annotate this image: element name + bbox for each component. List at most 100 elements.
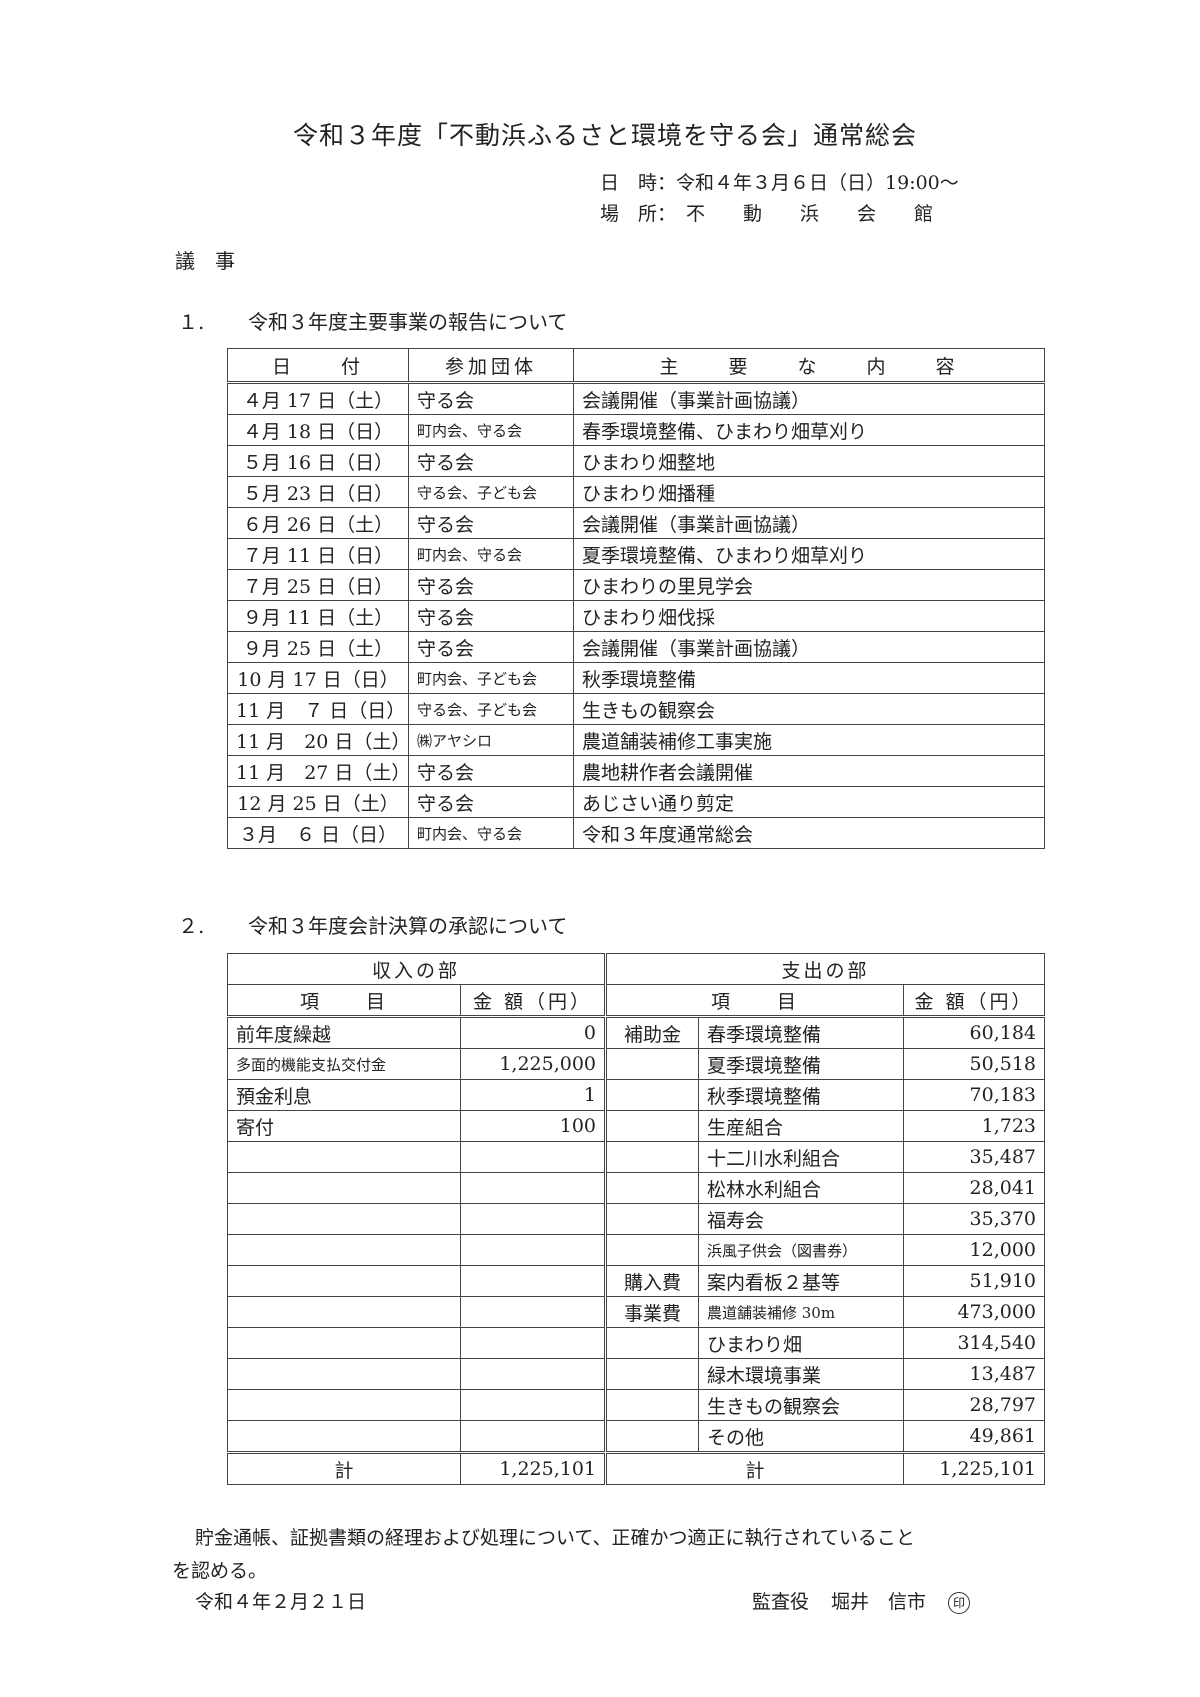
activity-content: 会議開催（事業計画協議）	[573, 382, 1045, 415]
place-label: 場 所：	[600, 203, 677, 225]
expense-amount: 12,000	[902, 1234, 1046, 1266]
table-row: ９月 25 日（土） 守る会 会議開催（事業計画協議）	[227, 631, 1045, 663]
income-amount	[459, 1358, 606, 1390]
income-amount	[459, 1172, 606, 1204]
expense-amount: 35,370	[902, 1203, 1046, 1235]
activity-content: 生きもの観察会	[573, 693, 1045, 725]
table-row: ３月 ６ 日（日） 町内会、守る会 令和３年度通常総会	[227, 817, 1045, 849]
auditor-name: 堀井 信市	[831, 1591, 927, 1613]
table-row: ひまわり畑 314,540	[606, 1327, 1046, 1359]
income-total-label: 計	[227, 1451, 461, 1485]
table-row: 事業費 農道舗装補修 30m 473,000	[606, 1296, 1046, 1328]
expense-header-item: 項 目	[606, 984, 904, 1018]
activity-group: 守る会	[408, 569, 574, 601]
activity-content: 秋季環境整備	[573, 662, 1045, 694]
table-row: 浜風子供会（図書券） 12,000	[606, 1234, 1046, 1266]
table-row	[227, 1203, 606, 1235]
expense-total: 1,225,101	[902, 1451, 1046, 1485]
table-row: 購入費 案内看板２基等 51,910	[606, 1265, 1046, 1297]
expense-category	[606, 1110, 699, 1142]
section2-heading: ２. 令和３年度会計決算の承認について	[178, 910, 567, 939]
expense-item: 生産組合	[698, 1110, 904, 1142]
expense-category	[606, 1358, 699, 1390]
income-header-item: 項 目	[227, 984, 461, 1018]
auditor-signature: 監査役 堀井 信市印	[752, 1587, 992, 1614]
audit-statement-line1: 貯金通帳、証拠書類の経理および処理について、正確かつ適正に執行されていること	[195, 1527, 915, 1549]
income-item	[227, 1420, 461, 1453]
activity-group: ㈱アヤシロ	[408, 724, 574, 756]
header-content: 主 要 な 内 容	[573, 348, 1045, 384]
expense-item: 春季環境整備	[698, 1016, 904, 1049]
income-amount	[459, 1141, 606, 1173]
activity-content: 夏季環境整備、ひまわり畑草刈り	[573, 538, 1045, 570]
audit-statement-line2: を認める。	[172, 1560, 268, 1582]
expense-total-label: 計	[606, 1451, 904, 1485]
activity-group: 守る会	[408, 507, 574, 539]
expense-amount: 70,183	[902, 1079, 1046, 1111]
income-amount: 0	[459, 1016, 606, 1049]
expense-amount: 28,041	[902, 1172, 1046, 1204]
income-amount	[459, 1420, 606, 1453]
table-row	[227, 1296, 606, 1328]
income-item: 寄付	[227, 1110, 461, 1142]
activity-content: 農道舗装補修工事実施	[573, 724, 1045, 756]
income-item	[227, 1296, 461, 1328]
table-row: ４月 17 日（土） 守る会 会議開催（事業計画協議）	[227, 382, 1045, 415]
table-row: ４月 18 日（日） 町内会、守る会 春季環境整備、ひまわり畑草刈り	[227, 414, 1045, 446]
activity-content: あじさい通り剪定	[573, 786, 1045, 818]
table-row: 12 月 25 日（土） 守る会 あじさい通り剪定	[227, 786, 1045, 818]
seal-stamp: 印	[948, 1592, 971, 1614]
expense-item: 夏季環境整備	[698, 1048, 904, 1080]
expense-category: 補助金	[606, 1016, 699, 1049]
activity-content: ひまわり畑播種	[573, 476, 1045, 508]
expense-amount: 51,910	[902, 1265, 1046, 1297]
income-amount	[459, 1203, 606, 1235]
expense-amount: 473,000	[902, 1296, 1046, 1328]
expense-item: 生きもの観察会	[698, 1389, 904, 1421]
table-row: 秋季環境整備 70,183	[606, 1079, 1046, 1111]
table-row: ５月 23 日（日） 守る会、子ども会 ひまわり畑播種	[227, 476, 1045, 508]
table-row: ５月 16 日（日） 守る会 ひまわり畑整地	[227, 445, 1045, 477]
meeting-place: 場 所： 不 動 浜 会 館	[600, 199, 933, 226]
table-row	[227, 1234, 606, 1266]
activity-date: ９月 11 日（土）	[227, 600, 409, 632]
audit-date: 令和４年２月２１日	[195, 1591, 367, 1613]
income-item	[227, 1327, 461, 1359]
section2-title: 令和３年度会計決算の承認について	[248, 914, 568, 938]
section1-title: 令和３年度主要事業の報告について	[248, 310, 568, 334]
activity-group: 守る会	[408, 786, 574, 818]
auditor-role: 監査役	[752, 1591, 810, 1613]
table-row: 11 月 27 日（土） 守る会 農地耕作者会議開催	[227, 755, 1045, 787]
activity-group: 守る会	[408, 382, 574, 415]
section2-number: ２.	[178, 914, 205, 938]
table-row: ７月 25 日（日） 守る会 ひまわりの里見学会	[227, 569, 1045, 601]
income-table: 収入の部 項 目 金 額（円） 前年度繰越 0 多面的機能支払交付金 1,225,00…	[226, 953, 606, 1485]
expense-amount: 28,797	[902, 1389, 1046, 1421]
activity-group: 守る会	[408, 631, 574, 663]
income-item	[227, 1265, 461, 1297]
expense-category	[606, 1203, 699, 1235]
expense-item: 十二川水利組合	[698, 1141, 904, 1173]
income-amount: 100	[459, 1110, 606, 1142]
table-row: ６月 26 日（土） 守る会 会議開催（事業計画協議）	[227, 507, 1045, 539]
expense-amount: 35,487	[902, 1141, 1046, 1173]
expense-category	[606, 1048, 699, 1080]
header-date: 日 付	[227, 348, 409, 384]
expense-item: 福寿会	[698, 1203, 904, 1235]
income-amount	[459, 1296, 606, 1328]
income-amount	[459, 1327, 606, 1359]
activity-date: 11 月 27 日（土）	[227, 755, 409, 787]
agenda-heading: 議事	[175, 249, 255, 273]
table-row: 預金利息 1	[227, 1079, 606, 1111]
activity-date: ７月 11 日（日）	[227, 538, 409, 570]
expense-category	[606, 1327, 699, 1359]
activity-content: 会議開催（事業計画協議）	[573, 631, 1045, 663]
activity-content: ひまわり畑整地	[573, 445, 1045, 477]
expense-item: 農道舗装補修 30m	[698, 1296, 904, 1328]
expense-item: その他	[698, 1420, 904, 1453]
expense-category: 購入費	[606, 1265, 699, 1297]
activity-date: ５月 23 日（日）	[227, 476, 409, 508]
income-item: 前年度繰越	[227, 1016, 461, 1049]
income-total-row: 計 1,225,101	[227, 1451, 606, 1485]
expense-item: 浜風子供会（図書券）	[698, 1234, 904, 1266]
